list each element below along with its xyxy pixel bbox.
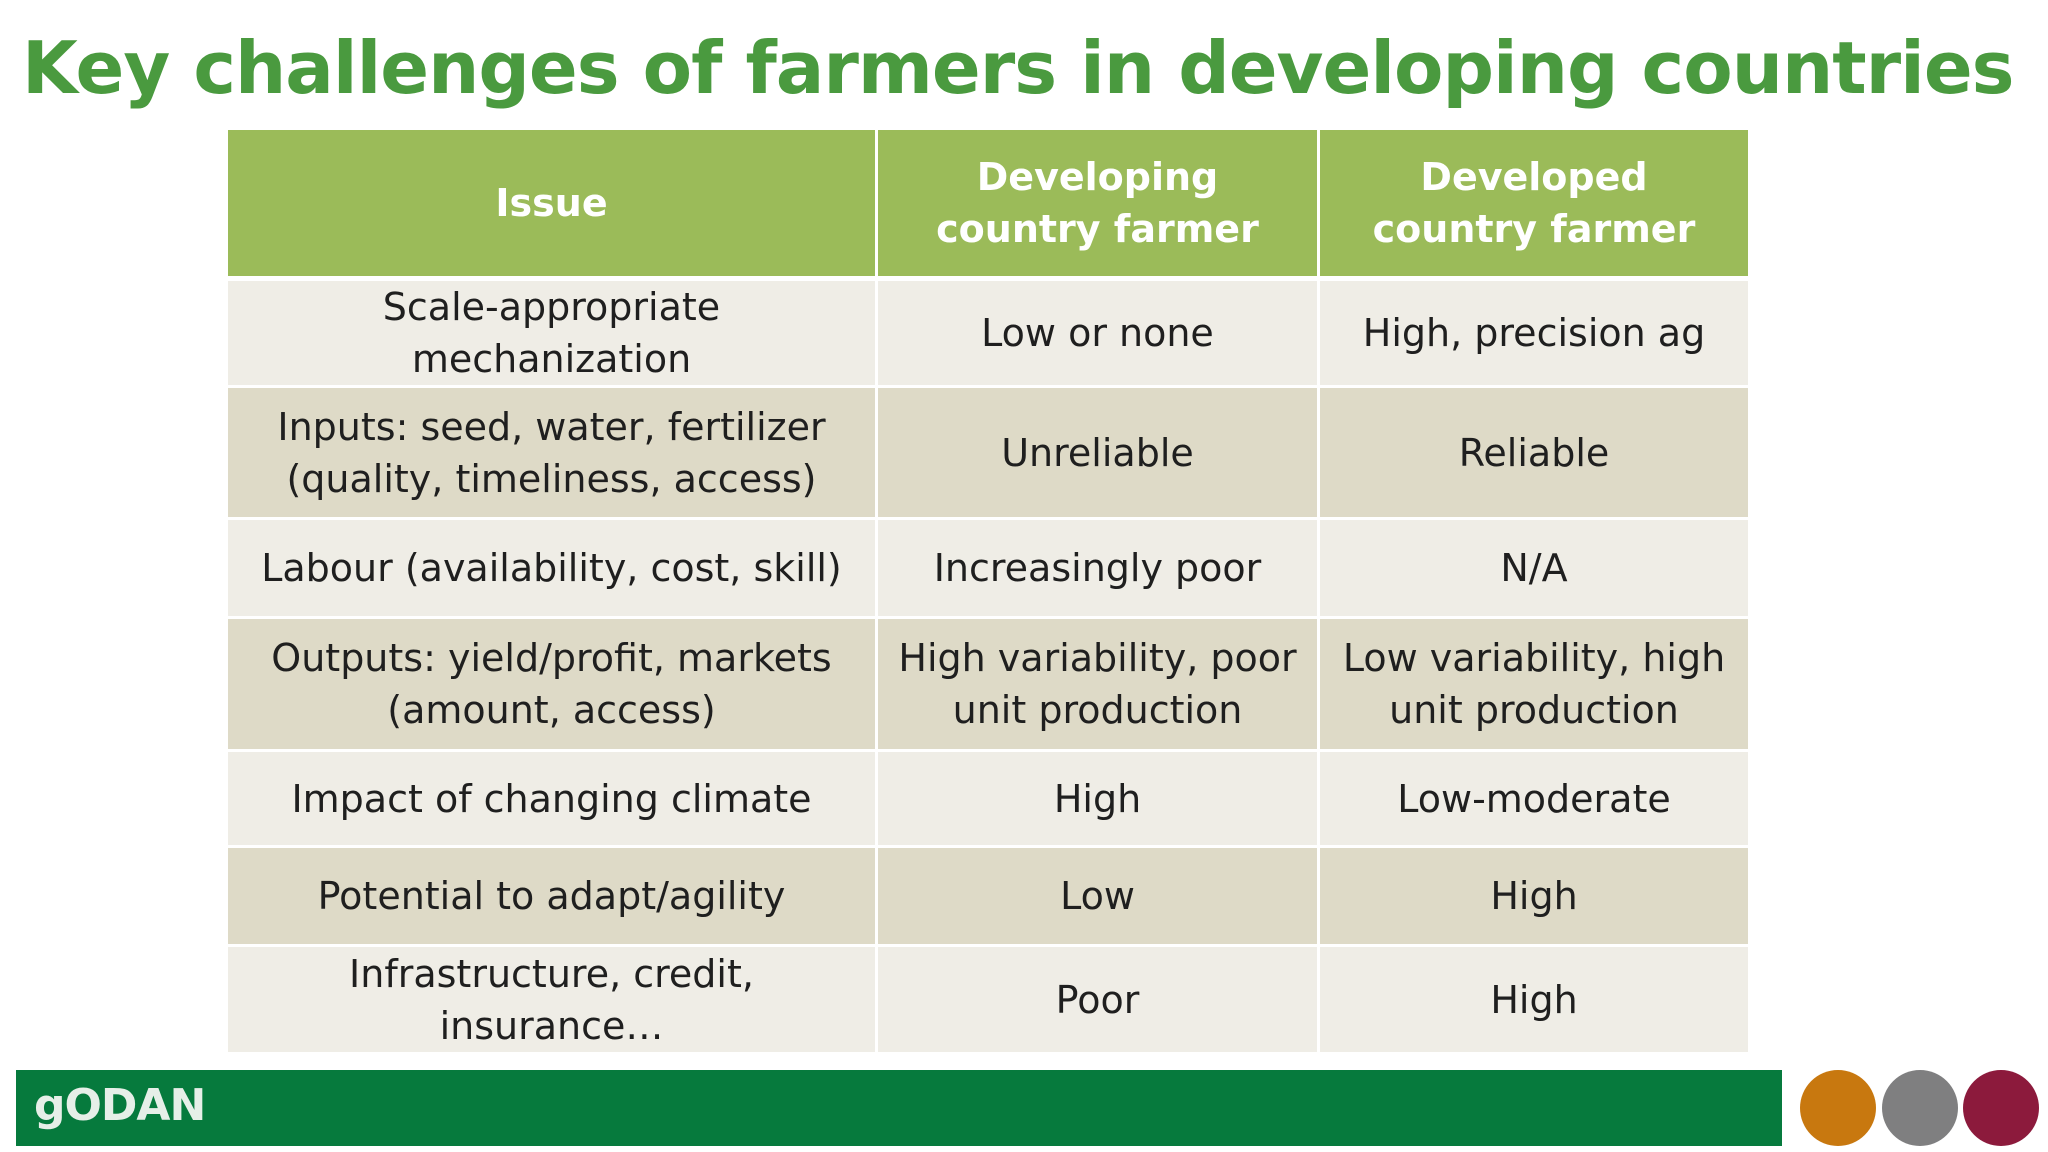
cell-developed: Low-moderate [1320, 752, 1748, 848]
cell-developed: Low variability, high unit production [1320, 619, 1748, 752]
cell-developing: Low or none [878, 281, 1320, 388]
comparison-table: Issue Developing country farmer Develope… [228, 130, 1748, 1055]
table-row: Infrastructure, credit, insurance… Poor … [228, 947, 1748, 1055]
cell-developed: High, precision ag [1320, 281, 1748, 388]
red-dot [1963, 1070, 2039, 1146]
table-row: Outputs: yield/profit, markets (amount, … [228, 619, 1748, 752]
cell-developed: High [1320, 848, 1748, 947]
cell-issue: Labour (availability, cost, skill) [228, 520, 878, 619]
header-developing: Developing country farmer [878, 130, 1320, 281]
cell-issue: Infrastructure, credit, insurance… [228, 947, 878, 1055]
cell-issue: Inputs: seed, water, fertilizer (quality… [228, 388, 878, 520]
header-issue: Issue [228, 130, 878, 281]
table-header-row: Issue Developing country farmer Develope… [228, 130, 1748, 281]
table-row: Labour (availability, cost, skill) Incre… [228, 520, 1748, 619]
orange-dot [1800, 1070, 1876, 1146]
cell-issue: Outputs: yield/profit, markets (amount, … [228, 619, 878, 752]
cell-developed: Reliable [1320, 388, 1748, 520]
table-row: Potential to adapt/agility Low High [228, 848, 1748, 947]
cell-developing: High variability, poor unit production [878, 619, 1320, 752]
header-developed: Developed country farmer [1320, 130, 1748, 281]
cell-issue: Scale-appropriate mechanization [228, 281, 878, 388]
cell-developed: N/A [1320, 520, 1748, 619]
cell-developed: High [1320, 947, 1748, 1055]
cell-developing: High [878, 752, 1320, 848]
cell-issue: Impact of changing climate [228, 752, 878, 848]
cell-developing: Increasingly poor [878, 520, 1320, 619]
godan-logo: gODAN [34, 1080, 206, 1131]
cell-developing: Poor [878, 947, 1320, 1055]
cell-developing: Unreliable [878, 388, 1320, 520]
page-title: Key challenges of farmers in developing … [22, 26, 2015, 110]
table-row: Scale-appropriate mechanization Low or n… [228, 281, 1748, 388]
table-row: Inputs: seed, water, fertilizer (quality… [228, 388, 1748, 520]
footer-bar: gODAN [16, 1070, 1782, 1146]
table-row: Impact of changing climate High Low-mode… [228, 752, 1748, 848]
cell-developing: Low [878, 848, 1320, 947]
cell-issue: Potential to adapt/agility [228, 848, 878, 947]
grey-dot [1882, 1070, 1958, 1146]
